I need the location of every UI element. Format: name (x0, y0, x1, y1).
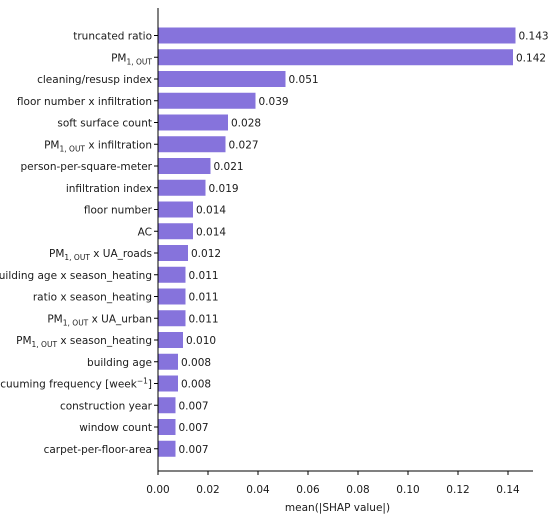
x-tick-label: 0.00 (146, 484, 169, 496)
bar-value-label: 0.039 (259, 96, 289, 108)
category-label: construction year (60, 400, 153, 412)
x-tick-label: 0.12 (446, 484, 469, 496)
bar-value-label: 0.012 (191, 248, 221, 260)
bar (158, 288, 186, 305)
category-label: infiltration index (66, 183, 152, 195)
category-label: building age x season_heating (0, 270, 152, 282)
bar (158, 27, 516, 44)
bar-value-label: 0.014 (196, 205, 226, 217)
x-tick-label: 0.14 (496, 484, 520, 496)
category-label: window count (79, 422, 152, 434)
category-label: PM1, OUT (111, 52, 152, 66)
bar-value-label: 0.051 (289, 74, 319, 86)
category-label: truncated ratio (73, 31, 152, 43)
bar (158, 223, 193, 240)
bar (158, 179, 206, 196)
bar-value-label: 0.008 (181, 379, 211, 391)
bar-value-label: 0.007 (179, 422, 209, 434)
bar (158, 136, 226, 153)
category-label: floor number x infiltration (17, 96, 152, 108)
category-label: vacuuming frequency [week−1] (0, 377, 152, 391)
x-tick-label: 0.02 (196, 484, 219, 496)
bar (158, 71, 286, 87)
bar-value-label: 0.008 (181, 357, 211, 369)
bar (158, 419, 176, 435)
x-ticks-layer: 0.00 0.02 0.04 0.06 0.08 0.10 0.12 0.14 (146, 471, 520, 496)
bar (158, 375, 178, 392)
bar-value-label: 0.142 (516, 52, 546, 64)
bar (158, 92, 256, 109)
category-label: carpet-per-floor-area (44, 444, 152, 456)
category-label: PM1, OUT x season_heating (16, 335, 152, 349)
bar-value-label: 0.011 (189, 313, 219, 325)
x-tick-label: 0.08 (346, 484, 369, 496)
bar-value-label: 0.011 (189, 292, 219, 304)
bar (158, 397, 176, 414)
category-label: AC (138, 226, 152, 238)
bar-value-label: 0.010 (186, 335, 216, 347)
bar-value-label: 0.019 (209, 183, 239, 195)
bars-layer (158, 27, 516, 457)
x-tick-label: 0.10 (396, 484, 419, 496)
category-label: cleaning/resusp index (37, 74, 152, 86)
bar (158, 49, 513, 66)
bar-value-label: 0.027 (229, 139, 259, 151)
category-label: floor number (84, 205, 153, 217)
bar (158, 440, 176, 457)
category-label: ratio x season_heating (33, 292, 152, 304)
bar-value-label: 0.021 (214, 161, 244, 173)
bar-value-label: 0.028 (231, 118, 261, 130)
bar (158, 245, 188, 261)
category-label: PM1, OUT x infiltration (44, 139, 152, 153)
category-labels-layer: truncated ratio PM1, OUT cleaning/resusp i… (0, 31, 158, 456)
category-label: PM1, OUT x UA_roads (49, 248, 152, 262)
bar-value-label: 0.014 (196, 226, 226, 238)
category-label: PM1, OUT x UA_urban (47, 313, 152, 327)
bar-value-label: 0.011 (189, 270, 219, 282)
bar (158, 158, 211, 174)
category-label: person-per-square-meter (21, 161, 153, 173)
bar (158, 310, 186, 327)
bar-value-label: 0.007 (179, 444, 209, 456)
bar (158, 266, 186, 283)
category-label: building age (87, 357, 152, 369)
bar (158, 114, 228, 131)
x-axis-title: mean(|SHAP value|) (285, 502, 390, 514)
category-label: soft surface count (57, 118, 152, 130)
bar-value-label: 0.007 (179, 400, 209, 412)
bar-value-label: 0.143 (519, 31, 549, 43)
x-tick-label: 0.04 (246, 484, 270, 496)
bar (158, 201, 193, 218)
bar (158, 353, 178, 370)
bar (158, 332, 183, 348)
x-tick-label: 0.06 (296, 484, 320, 496)
